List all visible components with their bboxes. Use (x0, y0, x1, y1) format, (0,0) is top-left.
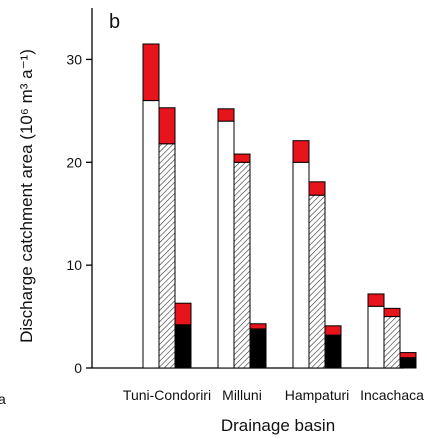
bar-lower-black (324, 334, 342, 369)
bar-upper-red (324, 325, 342, 336)
bar-upper-red (292, 140, 310, 163)
x-tick-labels: Tuni-Condoriri Milluni Hampaturi Incachaca (123, 387, 424, 403)
y-tick-label: 0 (74, 360, 82, 376)
bar-upper-red (174, 302, 192, 326)
y-axis-title: Discharge catchment area (10⁶ m³ a⁻¹) (17, 49, 36, 343)
bar-upper-red (308, 181, 326, 196)
x-tick-label: Milluni (222, 387, 262, 403)
y-tick-label: 30 (66, 51, 82, 67)
bar-upper-red (158, 107, 176, 145)
bar-upper-red (249, 323, 267, 330)
bar-lower-hatched (383, 316, 401, 369)
bar-lower-white (217, 120, 235, 369)
bar-upper-red (233, 153, 251, 163)
bar-lower-black (249, 328, 267, 369)
bar-lower-white (142, 100, 160, 369)
cut-off-label: a (0, 391, 6, 407)
bar-lower-black (174, 324, 192, 369)
x-tick-label: Tuni-Condoriri (123, 387, 211, 403)
bar-lower-black (399, 357, 417, 369)
svg-text:Discharge catchment area (10⁶: Discharge catchment area (10⁶ m³ a⁻¹) (17, 49, 36, 343)
bar-lower-white (367, 305, 385, 369)
bar-upper-red (399, 352, 417, 359)
bar-upper-red (367, 293, 385, 307)
bar-upper-red (217, 108, 235, 122)
bar-lower-hatched (158, 143, 176, 369)
x-tick-label: Incachaca (360, 387, 424, 403)
y-tick-label: 20 (66, 154, 82, 170)
bar-lower-hatched (308, 194, 326, 369)
panel-label: b (109, 11, 120, 33)
x-tick-label: Hampaturi (285, 387, 350, 403)
bar-upper-red (383, 307, 401, 318)
bar-lower-white (292, 161, 310, 369)
bar-lower-hatched (233, 161, 251, 369)
y-tick-label: 10 (66, 257, 82, 273)
bars (142, 43, 417, 369)
x-axis-title: Drainage basin (221, 416, 335, 435)
bar-upper-red (142, 43, 160, 102)
